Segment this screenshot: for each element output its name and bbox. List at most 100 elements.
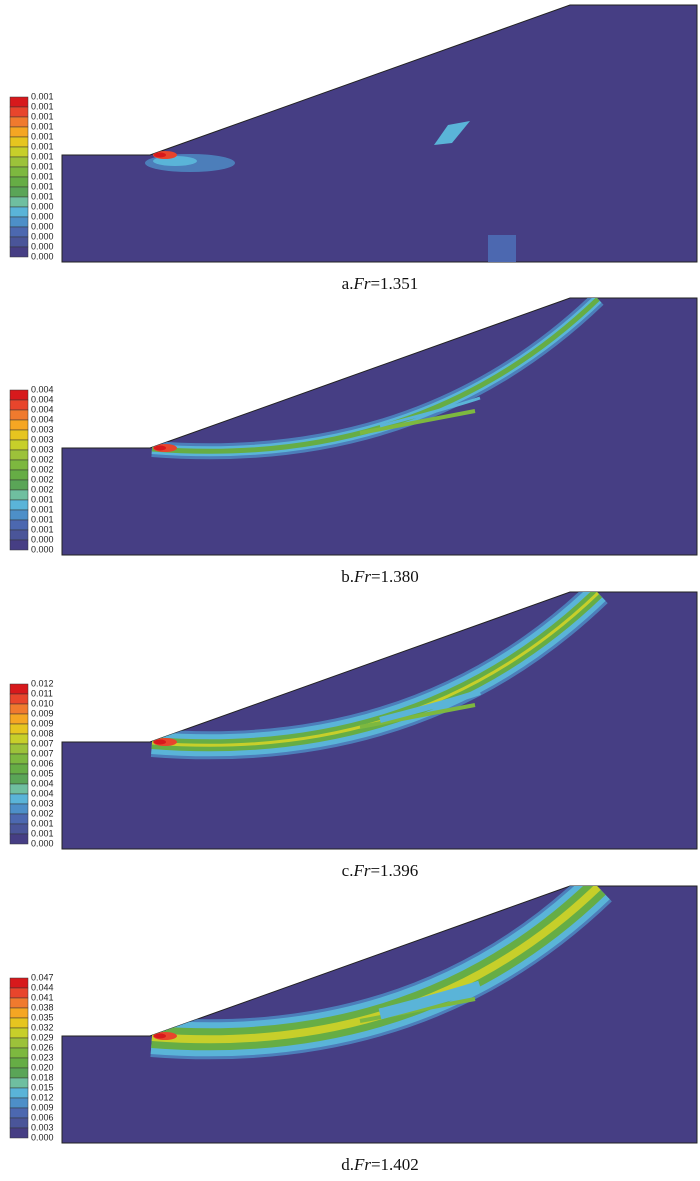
contours [145,121,516,262]
contours [150,886,612,1060]
legend-swatch [9,733,29,745]
legend-label: 0.001 [31,181,54,191]
legend-label: 0.004 [31,414,54,424]
legend-swatch [9,803,29,815]
legend-swatch [9,723,29,735]
panel: 0.0120.0110.0100.0090.0090.0080.0070.007… [9,591,698,880]
legend-label: 0.026 [31,1042,54,1052]
legend-label: 0.007 [31,748,54,758]
caption-label: d. [341,1155,354,1174]
legend-swatch [9,459,29,471]
legend-swatch [9,226,29,238]
legend-label: 0.009 [31,708,54,718]
legend-label: 0.002 [31,484,54,494]
legend-label: 0.032 [31,1022,54,1032]
legend-label: 0.012 [31,1092,54,1102]
legend-swatch [9,449,29,461]
legend-label: 0.018 [31,1072,54,1082]
legend-swatch [9,126,29,138]
caption-label: b. [341,567,354,586]
legend-swatch [9,176,29,188]
caption: b.Fr=1.380 [341,567,419,586]
legend-label: 0.009 [31,718,54,728]
caption: c.Fr=1.396 [342,861,419,880]
legend-swatch [9,1087,29,1099]
legend-swatch [9,439,29,451]
panel: 0.0040.0040.0040.0040.0030.0030.0030.002… [9,297,698,586]
legend-label: 0.001 [31,514,54,524]
legend-label: 0.001 [31,494,54,504]
legend-label: 0.007 [31,738,54,748]
legend-swatch [9,429,29,441]
legend-label: 0.001 [31,524,54,534]
legend-label: 0.004 [31,394,54,404]
legend-label: 0.000 [31,838,54,848]
caption-value: =1.402 [371,1155,419,1174]
caption-symbol: Fr [352,861,370,880]
hot-core [154,152,166,158]
legend-swatch [9,409,29,421]
legend-swatch [9,419,29,431]
legend-label: 0.006 [31,758,54,768]
legend-label: 0.010 [31,698,54,708]
legend-swatch [9,1067,29,1079]
legend-label: 0.011 [31,688,53,698]
legend-label: 0.000 [31,534,54,544]
legend-swatch [9,146,29,158]
legend-swatch [9,813,29,825]
legend-swatch [9,763,29,775]
legend-swatch [9,399,29,411]
legend-swatch [9,216,29,228]
legend-swatch [9,479,29,491]
legend-swatch [9,1027,29,1039]
weak-layer [359,703,476,729]
legend-label: 0.001 [31,828,54,838]
legend-swatch [9,823,29,835]
legend-label: 0.002 [31,474,54,484]
legend-swatch [9,499,29,511]
legend-swatch [9,1077,29,1089]
legend-label: 0.001 [31,151,54,161]
legend-label: 0.000 [31,201,54,211]
legend-label: 0.047 [31,972,54,982]
legend-label: 0.001 [31,111,54,121]
contours [151,298,604,460]
legend-swatch [9,96,29,108]
panel: 0.0010.0010.0010.0010.0010.0010.0010.001… [9,4,698,293]
legend-swatch [9,977,29,989]
legend-swatch [9,1117,29,1129]
zone-low [488,235,516,262]
legend-swatch [9,1097,29,1109]
legend-swatch [9,833,29,845]
legend-swatch [9,116,29,128]
legend-label: 0.003 [31,1122,54,1132]
legend-label: 0.000 [31,544,54,554]
upper-branch [379,689,481,723]
caption-value: =1.351 [370,274,418,293]
legend-label: 0.001 [31,131,54,141]
legend-label: 0.000 [31,211,54,221]
legend-swatch [9,1127,29,1139]
legend-swatch [9,509,29,521]
legend-label: 0.001 [31,141,54,151]
legend-swatch [9,683,29,695]
legend-swatch [9,1107,29,1119]
legend-swatch [9,529,29,541]
legend-label: 0.001 [31,504,54,514]
legend-label: 0.003 [31,798,54,808]
legend-label: 0.001 [31,91,54,101]
legend-label: 0.001 [31,161,54,171]
hot-core [154,445,166,451]
upper-branch [379,396,481,428]
legend-swatch [9,186,29,198]
legend-label: 0.001 [31,818,54,828]
legend-swatch [9,539,29,551]
legend-label: 0.002 [31,808,54,818]
legend-label: 0.003 [31,444,54,454]
legend-label: 0.000 [31,241,54,251]
panel: 0.0470.0440.0410.0380.0350.0320.0290.026… [9,885,698,1174]
legend-swatch [9,206,29,218]
legend-label: 0.015 [31,1082,54,1092]
legend-swatch [9,773,29,785]
legend-label: 0.009 [31,1102,54,1112]
